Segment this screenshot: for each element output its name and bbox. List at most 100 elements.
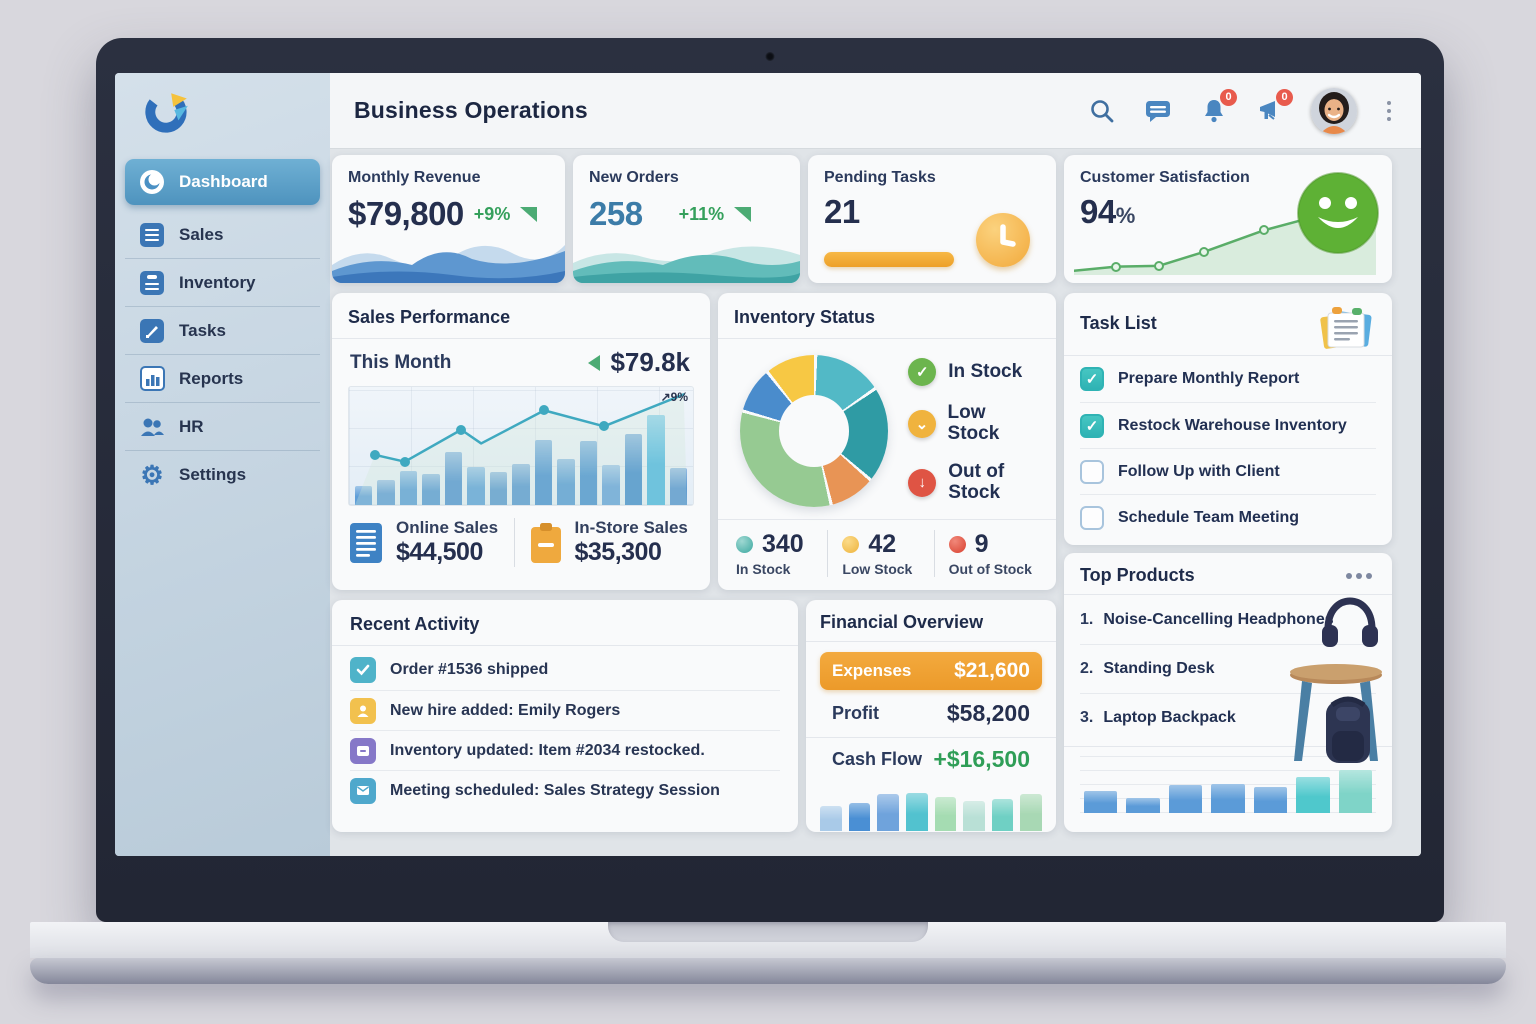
sidebar-item-label: HR (179, 416, 204, 436)
stat-label: In Stock (736, 561, 791, 577)
bar (877, 793, 899, 831)
sidebar-item-settings[interactable]: ⚙ Settings (125, 451, 320, 499)
card-title: Financial Overview (820, 612, 984, 632)
kpi-title: New Orders (589, 169, 679, 186)
sidebar-item-hr[interactable]: HR (125, 403, 320, 451)
card-title: Inventory Status (734, 307, 876, 327)
task-item[interactable]: Follow Up with Client (1080, 448, 1376, 494)
bar (963, 801, 985, 831)
legend-item: ✓ In Stock (908, 358, 1040, 387)
kpi-value: 94 (1080, 193, 1116, 230)
bar (1296, 777, 1330, 813)
product-item: 2. Standing Desk (1080, 644, 1376, 693)
low-stock-chevron-icon: ⌄ (908, 410, 936, 439)
announcements-megaphone-icon[interactable]: 0 (1255, 88, 1293, 126)
task-checkbox[interactable] (1080, 505, 1104, 530)
line-dot (369, 449, 380, 460)
instore-sales-summary: In-Store Sales $35,300 (513, 518, 695, 567)
more-options-icon[interactable] (1342, 569, 1376, 583)
task-checkbox[interactable] (1080, 413, 1104, 438)
sidebar-item-inventory[interactable]: Inventory (125, 259, 320, 307)
task-checkbox[interactable] (1080, 367, 1104, 391)
task-label: Follow Up with Client (1118, 462, 1280, 480)
search-icon[interactable] (1087, 96, 1117, 126)
bar (489, 471, 508, 505)
logo-icon (145, 91, 188, 133)
sidebar-item-label: Sales (179, 224, 224, 244)
out-of-stock-arrow-icon: ↓ (908, 468, 937, 497)
product-item: 1. Noise-Cancelling Headphones (1080, 595, 1376, 644)
profit-label: Profit (832, 703, 879, 723)
legend-label: In Stock (948, 360, 1023, 382)
sidebar-item-sales[interactable]: Sales (125, 211, 320, 259)
card-title: Recent Activity (350, 614, 480, 634)
kpi-delta: +11% (678, 203, 725, 224)
bar (444, 451, 463, 505)
cashflow-value: +$16,500 (933, 746, 1030, 772)
notifications-bell-icon[interactable]: 0 (1199, 88, 1237, 126)
sidebar-item-tasks[interactable]: Tasks (125, 307, 320, 355)
kpi-title: Monthly Revenue (348, 169, 481, 186)
product-name: Laptop Backpack (1103, 709, 1236, 726)
check-icon (350, 657, 376, 683)
sales-combo-chart: ↗9% (348, 386, 694, 506)
topbar-actions: 0 0 (1087, 87, 1395, 134)
product-rank: 1. (1080, 610, 1094, 628)
bar (647, 415, 665, 505)
in-stock-check-icon: ✓ (908, 358, 937, 387)
inventory-donut-chart (740, 355, 889, 507)
orders-wave-chart (573, 246, 800, 283)
app-logo[interactable] (115, 73, 330, 149)
kpi-value: 21 (824, 193, 860, 230)
bar (399, 470, 418, 505)
stat-value: 9 (974, 530, 989, 558)
sales-bars (349, 387, 693, 505)
product-name: Noise-Cancelling Headphones (1103, 610, 1334, 628)
legend-item: ⌄ Low Stock (908, 402, 1040, 445)
sidebar-menu: Dashboard Sales Inventory (115, 149, 330, 499)
expenses-row: Expenses $21,600 (820, 652, 1042, 690)
trend-up-icon (734, 206, 752, 222)
reports-icon (139, 366, 165, 392)
bar (602, 464, 620, 505)
sales-icon (139, 222, 165, 248)
task-label: Schedule Team Meeting (1118, 508, 1300, 526)
recent-activity-card: Recent Activity Order #1536 shipped New … (332, 600, 798, 832)
laptop-frame: Dashboard Sales Inventory (96, 38, 1444, 922)
line-dot (399, 456, 410, 467)
envelope-icon (350, 777, 376, 804)
task-item[interactable]: Restock Warehouse Inventory (1080, 402, 1376, 448)
task-item[interactable]: Schedule Team Meeting (1080, 494, 1376, 540)
card-title: Task List (1080, 313, 1157, 333)
messages-icon[interactable] (1143, 96, 1173, 126)
top-products-card: Top Products 1. Noise-Cancelling Headpho… (1064, 553, 1392, 832)
notes-stack-icon (1320, 307, 1372, 349)
activity-text: Order #1536 shipped (390, 661, 549, 678)
dashboard-icon (139, 169, 165, 195)
kpi-card-customer-satisfaction: Customer Satisfaction 94% (1064, 155, 1392, 283)
user-avatar[interactable] (1311, 87, 1357, 134)
yellow-dot-icon (842, 536, 860, 553)
task-label: Restock Warehouse Inventory (1118, 416, 1347, 434)
stat-label: Low Stock (842, 561, 913, 577)
clipboard-icon (530, 522, 561, 563)
sidebar-item-reports[interactable]: Reports (125, 355, 320, 403)
bar (512, 463, 530, 505)
card-title: Sales Performance (348, 307, 511, 327)
bar (422, 474, 440, 505)
inventory-legend: ✓ In Stock ⌄ Low Stock ↓ Out of Stock (908, 358, 1040, 504)
task-checkbox[interactable] (1080, 459, 1104, 484)
tasks-progress-bar (824, 252, 954, 267)
sidebar-item-dashboard[interactable]: Dashboard (125, 159, 320, 205)
kpi-value: $79,800 (348, 195, 464, 232)
kpi-unit: % (1115, 203, 1136, 228)
summary-label: Online Sales (396, 518, 499, 537)
bar (905, 792, 928, 831)
cashflow-row: Cash Flow +$16,500 (820, 738, 1042, 775)
period-value: $79.8k (610, 347, 690, 377)
task-item[interactable]: Prepare Monthly Report (1080, 356, 1376, 402)
page-title: Business Operations (354, 97, 588, 123)
tasks-icon (139, 318, 165, 344)
inventory-stat: 9 Out of Stock (933, 530, 1040, 577)
overflow-menu-icon[interactable] (1383, 97, 1395, 125)
